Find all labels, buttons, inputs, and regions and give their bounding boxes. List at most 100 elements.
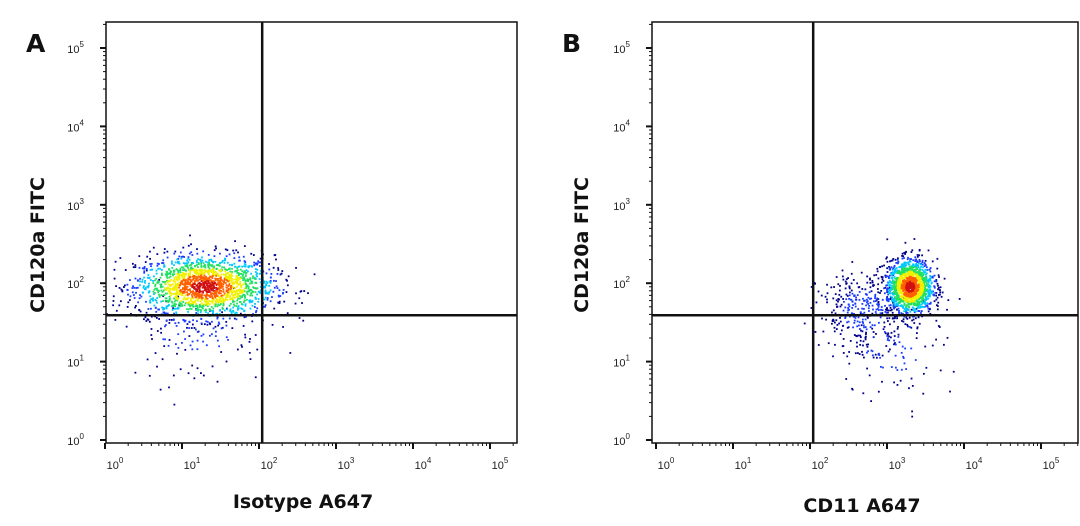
data-point	[180, 294, 183, 297]
data-point	[149, 299, 151, 302]
data-point	[191, 286, 194, 288]
data-point	[903, 304, 906, 307]
data-point	[922, 270, 925, 273]
data-point	[220, 290, 223, 292]
data-point	[917, 275, 919, 278]
data-point	[307, 292, 309, 295]
data-point	[898, 341, 901, 344]
data-point	[885, 284, 888, 287]
data-point	[211, 289, 213, 292]
data-point	[124, 269, 127, 271]
data-point	[919, 281, 921, 284]
data-point	[916, 267, 918, 269]
data-point	[929, 289, 932, 292]
data-point	[884, 332, 887, 335]
data-point	[225, 336, 228, 339]
data-point	[264, 286, 266, 289]
data-point	[154, 307, 157, 309]
data-point	[199, 290, 202, 293]
data-point	[902, 307, 905, 310]
data-point	[892, 281, 894, 284]
data-point	[917, 302, 920, 304]
data-point	[244, 283, 247, 286]
data-point	[178, 284, 181, 286]
data-point	[203, 303, 206, 306]
data-point	[187, 293, 190, 296]
x-tick-label: 102	[812, 456, 829, 472]
data-point	[862, 297, 864, 300]
data-point	[213, 291, 216, 294]
data-point	[905, 299, 907, 301]
data-point	[213, 294, 216, 297]
data-point	[137, 301, 140, 304]
data-point	[847, 277, 850, 279]
data-point	[897, 307, 900, 310]
data-point	[220, 279, 223, 282]
data-point	[198, 287, 201, 289]
data-point	[255, 273, 258, 276]
data-point	[892, 292, 894, 295]
data-point	[182, 267, 185, 269]
data-point	[133, 297, 136, 299]
data-point	[200, 264, 203, 267]
data-point	[196, 286, 199, 289]
data-point	[911, 285, 913, 288]
data-point	[909, 297, 911, 300]
data-point	[908, 325, 911, 328]
data-point	[176, 352, 178, 355]
data-point	[861, 318, 864, 321]
data-point	[908, 272, 911, 275]
data-point	[913, 238, 916, 240]
data-point	[196, 367, 199, 370]
data-point	[238, 295, 241, 297]
data-point	[203, 277, 206, 280]
data-point	[896, 293, 898, 296]
data-point	[138, 266, 141, 269]
data-point	[892, 293, 894, 296]
data-point	[851, 312, 854, 315]
data-point	[193, 281, 196, 284]
data-point	[228, 263, 231, 266]
data-point	[870, 290, 873, 293]
data-point	[841, 275, 844, 278]
data-point	[186, 264, 188, 267]
data-point	[273, 286, 276, 289]
data-point	[167, 301, 170, 304]
data-point	[160, 289, 163, 292]
data-point	[251, 300, 254, 302]
data-point	[215, 303, 217, 306]
data-point	[850, 272, 853, 275]
x-tick-label: 103	[889, 456, 906, 472]
data-point	[193, 277, 196, 279]
data-point	[202, 282, 205, 285]
data-point	[153, 279, 156, 282]
data-point	[246, 290, 249, 293]
data-point	[851, 261, 854, 263]
data-point	[240, 286, 243, 289]
data-point	[177, 293, 180, 296]
data-point	[302, 319, 305, 322]
data-point	[263, 281, 266, 284]
data-point	[204, 264, 206, 267]
data-point	[240, 289, 243, 292]
data-point	[184, 265, 187, 267]
data-point	[225, 294, 228, 297]
data-point	[207, 272, 210, 275]
data-point	[182, 318, 185, 321]
data-point	[196, 272, 199, 274]
data-point	[853, 334, 856, 336]
y-tick-label: 101	[67, 354, 84, 370]
data-point	[911, 265, 914, 268]
data-point	[270, 273, 273, 275]
data-point	[196, 289, 199, 292]
data-point	[190, 327, 193, 329]
data-point	[901, 272, 904, 275]
data-point	[180, 255, 183, 258]
frame-a	[105, 21, 518, 444]
data-point	[195, 307, 197, 310]
data-point	[880, 306, 883, 308]
data-point	[214, 279, 217, 282]
data-point	[229, 270, 232, 273]
data-point	[878, 265, 881, 268]
data-point	[894, 343, 897, 346]
